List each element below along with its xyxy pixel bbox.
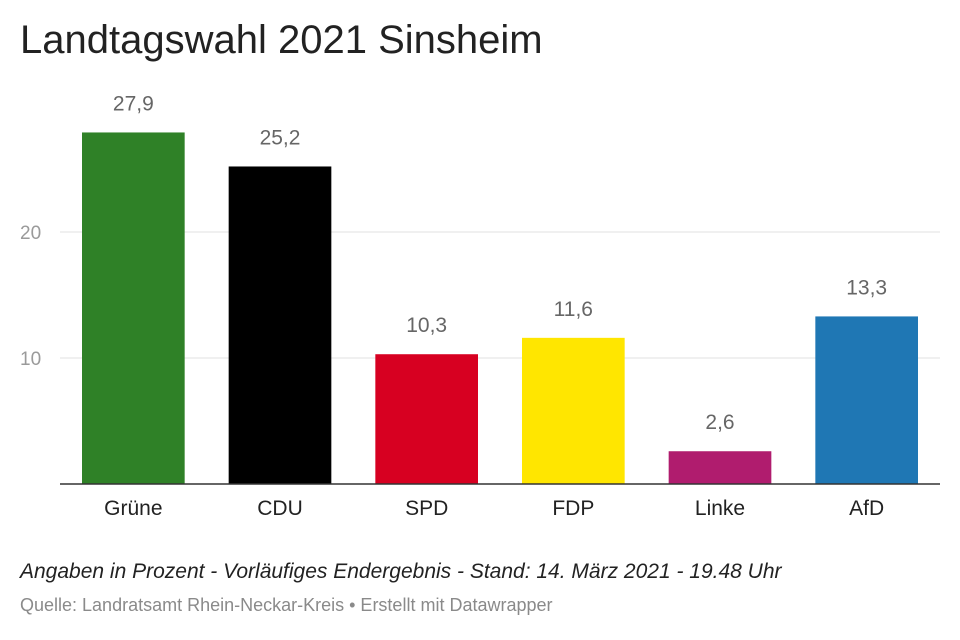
bar-fdp [522,337,625,484]
y-tick-label: 20 [20,223,41,244]
chart-title: Landtagswahl 2021 Sinsheim [20,18,543,62]
x-tick-label: Grüne [104,497,162,520]
bar-cdu [228,166,332,485]
value-label: 10,3 [406,314,447,337]
source-credit: Quelle: Landratsamt Rhein-Neckar-Kreis •… [20,595,553,615]
bar-afd [815,316,918,484]
x-tick-label: SPD [405,497,448,520]
bar-linke [668,451,772,484]
bar-grüne [82,132,185,484]
value-label: 27,9 [113,92,154,115]
gridlines [60,231,940,359]
x-tick-label: Linke [695,497,745,520]
x-tick-label: AfD [849,497,884,520]
bars [60,132,940,485]
x-tick-label: FDP [552,497,594,520]
bar-spd [375,354,478,484]
x-tick-label: CDU [257,497,303,520]
bar-chart: 10 20 27,9 Grüne 25,2 CDU 10,3 SPD 11,6 FDP 2,6 Lin… [20,92,940,520]
value-label: 11,6 [554,298,593,321]
value-label: 2,6 [705,411,734,434]
footnote: Angaben in Prozent - Vorläufiges Enderge… [20,560,782,583]
value-label: 13,3 [846,276,887,299]
y-tick-label: 10 [20,349,41,370]
labels: 10 20 27,9 Grüne 25,2 CDU 10,3 SPD 11,6 FDP 2,6 Lin… [20,92,887,520]
value-label: 25,2 [260,126,301,149]
